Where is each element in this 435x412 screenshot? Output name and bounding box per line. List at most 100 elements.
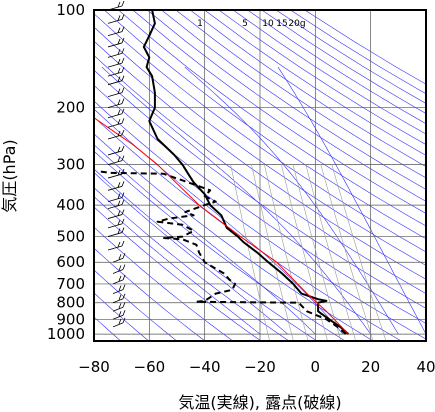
- dry-adiabat-line: [94, 54, 426, 294]
- y-tick-label: 1000: [47, 325, 85, 343]
- dry-adiabat-line: [94, 247, 206, 341]
- wind-barb: [107, 118, 125, 128]
- dry-adiabat-line: [94, 226, 234, 341]
- dry-adiabat-line: [104, 10, 426, 240]
- mixing-ratio-label: 15: [276, 19, 287, 29]
- y-tick-label: 300: [56, 156, 85, 174]
- x-tick-label: −20: [244, 358, 276, 376]
- dry-adiabat-line: [218, 10, 426, 145]
- wind-barb: [107, 240, 125, 251]
- dry-adiabat-line: [147, 10, 426, 202]
- y-tick-label: 200: [56, 99, 85, 117]
- dry-adiabat-line: [94, 40, 426, 280]
- moist-adiabat-line: [101, 66, 371, 335]
- wind-barb: [107, 75, 125, 86]
- wind-barb: [107, 108, 125, 119]
- wind-barb: [107, 129, 125, 140]
- y-tick-label: 500: [56, 228, 85, 246]
- wind-barb: [112, 253, 126, 263]
- wind-barb: [107, 57, 125, 68]
- mixing-ratio-line: [281, 164, 328, 341]
- wind-barb: [107, 14, 125, 24]
- moist-adiabat-line: [94, 196, 261, 335]
- wind-barb: [107, 98, 125, 108]
- series-layer: [94, 10, 350, 335]
- wind-barb: [107, 0, 125, 11]
- x-tick-label: 20: [361, 358, 380, 376]
- x-axis-title: 気温(実線), 露点(破線): [178, 393, 341, 412]
- wind-barb: [112, 317, 126, 328]
- mixing-ratio-line: [251, 164, 294, 341]
- wind-barb: [112, 284, 126, 295]
- dry-adiabat-line: [94, 100, 426, 340]
- dry-adiabat-line: [94, 292, 149, 341]
- wind-barb: [107, 26, 125, 37]
- x-axis-ticks: −80 −60 −40 −20 0 20 40: [78, 358, 435, 376]
- moist-adiabat-line: [184, 66, 399, 335]
- wind-barb: [107, 145, 125, 156]
- x-tick-label: 40: [416, 358, 435, 376]
- dry-adiabat-line: [94, 150, 346, 341]
- mixing-ratio-label: 20g: [288, 19, 305, 29]
- dry-adiabat-line: [94, 168, 318, 341]
- series-0-line: [142, 10, 350, 335]
- dry-adiabat-line: [118, 10, 426, 227]
- wind-barb: [107, 48, 125, 58]
- dry-adiabat-line: [190, 10, 426, 167]
- dry-adiabat-line: [204, 10, 426, 156]
- mixing-ratio-line: [320, 164, 374, 341]
- y-axis-title: 気圧(hPa): [0, 139, 19, 212]
- mixing-ratio-labels: 1 5 10 15 20g: [197, 19, 305, 29]
- plot-frame: [93, 9, 427, 342]
- dry-adiabat-line: [94, 187, 290, 341]
- series-1-line: [99, 170, 347, 335]
- wind-barb: [107, 209, 125, 219]
- series-2-line: [94, 117, 349, 335]
- dry-adiabat-line: [94, 13, 426, 253]
- x-tick-label: −60: [134, 358, 166, 376]
- dry-adiabat-line: [94, 133, 374, 341]
- dry-adiabat-line: [161, 10, 426, 190]
- mixing-ratio-label: 5: [242, 19, 248, 29]
- moist-adiabat-line: [94, 144, 316, 335]
- plot-area: [94, 10, 426, 341]
- mixing-ratio-line: [230, 164, 270, 341]
- y-tick-label: 800: [56, 294, 85, 312]
- y-tick-label: 100: [56, 1, 85, 19]
- dry-adiabat-line: [94, 69, 426, 309]
- wind-barb: [107, 181, 125, 191]
- wind-barb: [107, 168, 125, 179]
- moist-adiabat-line: [94, 172, 288, 335]
- y-tick-label: 600: [56, 253, 85, 271]
- dry-adiabat-line: [175, 10, 426, 179]
- x-tick-label: −40: [189, 358, 221, 376]
- wind-barb: [112, 293, 126, 304]
- wind-barb: [107, 199, 125, 210]
- dry-adiabat-line: [94, 316, 121, 341]
- wind-barb: [107, 227, 125, 237]
- wind-barb: [112, 302, 126, 312]
- wind-barb: [112, 264, 126, 274]
- dry-adiabat-line: [94, 206, 262, 341]
- y-tick-label: 400: [56, 196, 85, 214]
- dry-adiabat-line: [94, 26, 426, 266]
- y-tick-label: 900: [56, 310, 85, 328]
- wind-barb: [107, 67, 125, 77]
- y-tick-label: 700: [56, 275, 85, 293]
- dry-adiabat-line: [94, 269, 177, 341]
- x-tick-label: 0: [311, 358, 321, 376]
- mixing-ratio-line: [331, 164, 387, 341]
- mixing-ratio-label: 1: [197, 19, 203, 29]
- wind-barb: [107, 218, 125, 229]
- x-tick-label: −80: [78, 358, 110, 376]
- wind-barb: [107, 37, 125, 48]
- wind-barb: [112, 310, 126, 320]
- mixing-ratio-line: [305, 164, 356, 341]
- moist-adiabat-line: [277, 66, 426, 335]
- wind-barb: [107, 155, 125, 166]
- mixing-ratio-label: 10: [262, 19, 274, 29]
- wind-barb: [107, 87, 125, 97]
- wind-barb: [112, 274, 126, 285]
